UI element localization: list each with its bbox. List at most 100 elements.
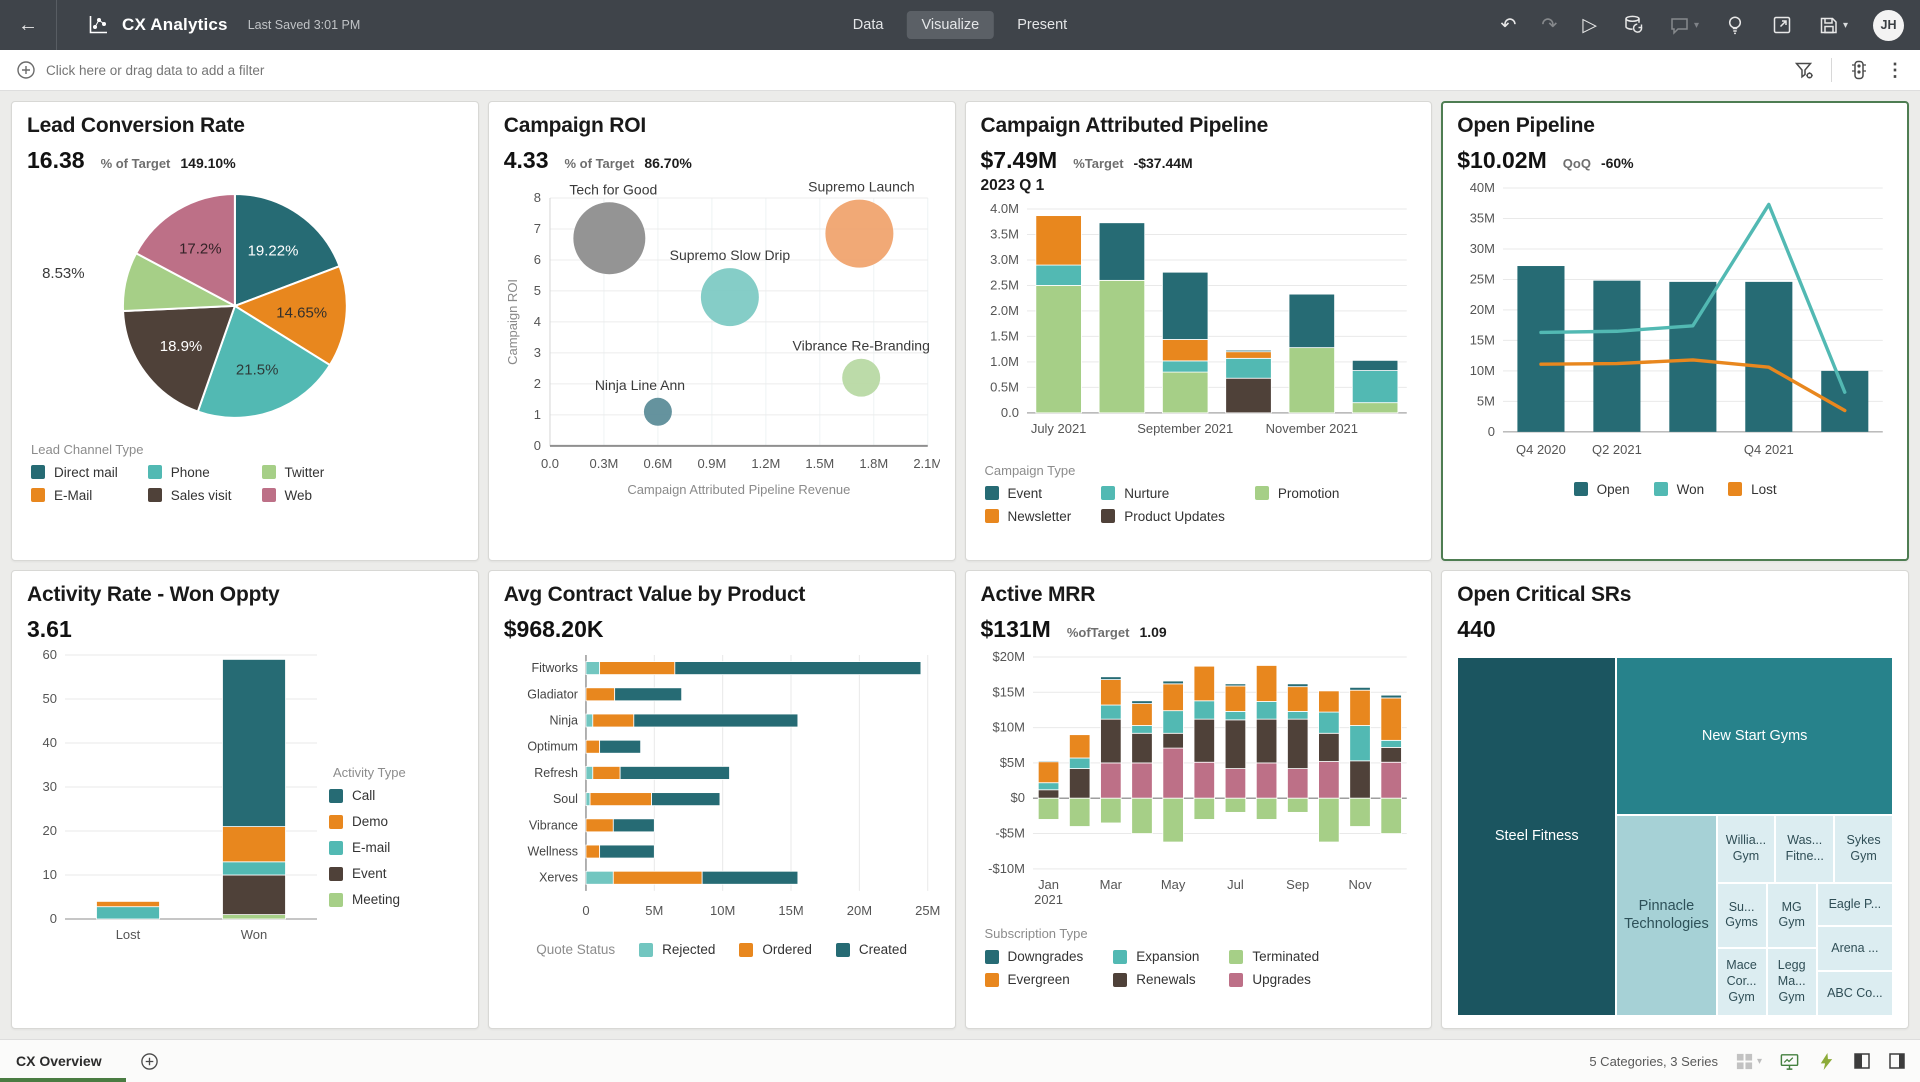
legend-item[interactable]: Lost (1728, 482, 1777, 497)
bar-segment[interactable] (1034, 215, 1082, 266)
pie-slice[interactable] (233, 192, 341, 308)
bar-segment[interactable] (1161, 680, 1184, 684)
layout-right-panel-button[interactable] (1888, 1052, 1906, 1070)
legend-item[interactable]: Ordered (739, 942, 812, 957)
bar-segment[interactable] (1224, 377, 1272, 414)
bar-segment[interactable] (1034, 264, 1082, 286)
redo-button[interactable]: ↷ (1541, 16, 1557, 35)
legend-item[interactable]: Terminated (1229, 949, 1319, 964)
bar[interactable] (1669, 281, 1717, 432)
bar-segment[interactable] (1161, 797, 1184, 842)
bar-segment[interactable] (1037, 781, 1059, 790)
legend-item[interactable]: Evergreen (984, 972, 1084, 987)
bar-segment[interactable] (1068, 767, 1090, 799)
bar-segment[interactable] (1255, 762, 1277, 799)
bar-segment[interactable] (1224, 357, 1272, 379)
legend-item[interactable]: Call (329, 788, 461, 803)
treemap-tile[interactable]: New Start Gyms (1616, 656, 1893, 815)
bar-segment[interactable] (619, 765, 730, 780)
bar-segment[interactable] (1130, 797, 1153, 834)
bar-segment[interactable] (1255, 797, 1277, 820)
line-series[interactable] (1539, 358, 1847, 413)
bar-segment[interactable] (598, 660, 675, 675)
bubble[interactable] (700, 268, 759, 327)
canvas-tab-cx-overview[interactable]: CX Overview (0, 1040, 126, 1082)
bar-segment[interactable] (1288, 347, 1335, 414)
treemap-tile[interactable]: Was... Fitne... (1775, 814, 1835, 883)
treemap-tile[interactable]: Willia... Gym (1716, 814, 1776, 883)
stacked-bar-chart[interactable]: 0.0 0.5M 1.0M 1.5M 2.0M 2.5M 3.0M 3.5M 4.0M July … (981, 201, 1417, 453)
bubble[interactable] (841, 358, 880, 397)
add-filter-icon[interactable] (16, 60, 36, 80)
legend-item[interactable]: Web (261, 488, 325, 503)
bar-segment[interactable] (1193, 718, 1215, 763)
bar-segment[interactable] (674, 660, 922, 675)
pie-slice[interactable] (122, 304, 237, 413)
pie-chart[interactable]: 19.22% 14.65% 21.5% 18.9% 8.53% 17.2% (27, 180, 463, 432)
bar-segment[interactable] (1037, 759, 1059, 762)
tab-data[interactable]: Data (852, 17, 884, 33)
bar-segment[interactable] (1068, 797, 1090, 827)
bar-segment[interactable] (1193, 797, 1215, 820)
bar-segment[interactable] (96, 905, 160, 919)
grid-view-button[interactable]: ▾ (1735, 1052, 1762, 1071)
legend-item[interactable]: E-Mail (31, 488, 118, 503)
bar-segment[interactable] (1161, 371, 1208, 414)
stacked-bar-chart-mount[interactable]: 0.0 0.5M 1.0M 1.5M 2.0M 2.5M 3.0M 3.5M 4.0M July … (981, 201, 1417, 453)
bar-segment[interactable] (585, 739, 600, 754)
card-campaign-attributed-pipeline[interactable]: Campaign Attributed Pipeline $7.49M %Tar… (964, 101, 1433, 561)
legend-item[interactable]: Promotion (1254, 486, 1339, 501)
undo-button[interactable]: ↶ (1500, 16, 1516, 35)
bar-segment[interactable] (1099, 675, 1122, 680)
bar-segment[interactable] (1224, 797, 1246, 813)
tab-visualize[interactable]: Visualize (906, 11, 995, 39)
bar-segment[interactable] (1161, 339, 1208, 362)
treemap-tile[interactable]: Pinnacle Technologies (1616, 814, 1717, 1016)
legend-item[interactable]: Downgrades (984, 949, 1083, 964)
canvas-properties-icon[interactable] (1848, 59, 1870, 81)
bubble[interactable] (825, 199, 894, 268)
pie-slice[interactable] (196, 304, 332, 419)
bubble-chart-mount[interactable]: 0 1 2 3 4 5 6 7 8 0.0 0.3M 0.6M 0.9M 1.2M 1.5M 1.8M 2.1M… (504, 180, 940, 502)
back-button[interactable]: ← (0, 0, 57, 50)
horizontal-bar-chart[interactable]: 0 5M 10M 15M 20M 25M Fitworks Gladiator Ninja Opt… (504, 649, 940, 933)
bar-segment[interactable] (585, 660, 600, 675)
bar-segment[interactable] (1130, 732, 1153, 763)
bar-segment[interactable] (1224, 718, 1246, 769)
bar-segment[interactable] (585, 817, 614, 832)
bar-segment[interactable] (1224, 349, 1272, 353)
bar-segment[interactable] (1098, 222, 1145, 281)
bar-segment[interactable] (1130, 699, 1153, 704)
bar-segment[interactable] (585, 791, 591, 806)
bar-segment[interactable] (1317, 797, 1340, 842)
bar-segment[interactable] (592, 713, 634, 727)
treemap-mount[interactable]: Steel Fitness New Start Gyms Pinnacle Techn… (1457, 656, 1893, 1016)
bar-segment[interactable] (1255, 718, 1277, 763)
bar-segment[interactable] (1380, 797, 1402, 834)
legend-item[interactable]: Event (329, 866, 461, 881)
save-button[interactable]: ▾ (1818, 15, 1848, 36)
bar-segment[interactable] (1130, 724, 1153, 734)
legend-item[interactable]: Nurture (1101, 486, 1225, 501)
combo-chart-mount[interactable]: 0 5M 10M 15M 20M 25M 30M 35M 40M Q4 2020 Q2 2021 Q4… (1457, 180, 1893, 472)
bar-segment[interactable] (1348, 686, 1371, 691)
bar[interactable] (1745, 281, 1793, 432)
bar-segment[interactable] (585, 713, 593, 727)
bar-segment[interactable] (585, 844, 600, 858)
legend-item[interactable]: Open (1573, 482, 1630, 497)
bar-segment[interactable] (1224, 767, 1246, 799)
legend-item[interactable]: Demo (329, 814, 461, 829)
bar-segment[interactable] (1317, 711, 1340, 734)
legend-item[interactable]: Newsletter (984, 509, 1071, 524)
card-activity-rate-won-oppty[interactable]: Activity Rate - Won Oppty 3.61 0 10 20 30 40… (11, 569, 479, 1029)
comments-button[interactable]: ▾ (1669, 15, 1699, 36)
bar-segment[interactable] (1348, 797, 1371, 827)
bar-segment[interactable] (614, 686, 682, 701)
treemap-tile[interactable]: Legg Ma... Gym (1766, 947, 1817, 1016)
bar-segment[interactable] (1034, 285, 1082, 414)
display-settings-button[interactable] (1779, 1051, 1800, 1072)
bar-segment[interactable] (1161, 747, 1184, 799)
bar-segment[interactable] (1351, 359, 1398, 371)
bar-segment[interactable] (1161, 271, 1208, 340)
preview-button[interactable]: ▷ (1582, 16, 1597, 35)
